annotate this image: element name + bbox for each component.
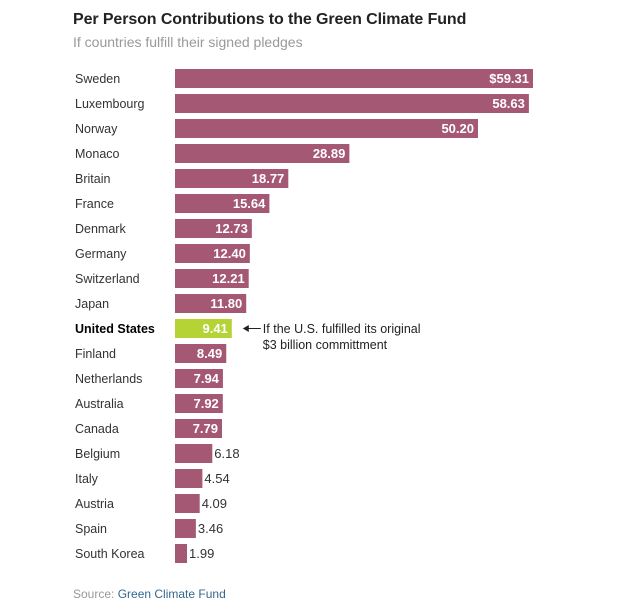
bar	[175, 269, 249, 288]
category-label: South Korea	[75, 547, 145, 561]
bar-row: Italy 4.54	[75, 469, 230, 488]
value-label: 7.94	[194, 371, 220, 386]
bar	[175, 519, 196, 538]
chart-title: Per Person Contributions to the Green Cl…	[73, 11, 467, 28]
source-note: Source: Green Climate Fund	[73, 587, 226, 601]
bar	[175, 494, 200, 513]
value-label: 4.54	[204, 471, 229, 486]
bar-row: Australia 7.92	[75, 394, 223, 413]
value-label: 11.80	[210, 296, 242, 311]
bar	[175, 94, 529, 113]
bar-row: France 15.64	[75, 194, 270, 213]
bar	[175, 219, 252, 238]
bar-row: Switzerland 12.21	[75, 269, 249, 288]
category-label: Australia	[75, 397, 124, 411]
bar-row: Japan 11.80	[75, 294, 247, 313]
category-label: Belgium	[75, 447, 120, 461]
value-label: 12.73	[215, 221, 248, 236]
bar-row: Denmark 12.73	[75, 219, 252, 238]
bar	[175, 419, 223, 438]
value-label: 18.77	[252, 171, 285, 186]
bar	[175, 169, 289, 188]
bar-row: Luxembourg 58.63	[75, 94, 529, 113]
category-label: Italy	[75, 472, 99, 486]
category-label: Monaco	[75, 147, 120, 161]
bar-row: Canada 7.79	[75, 419, 223, 438]
bar-row: Britain 18.77	[75, 169, 289, 188]
source-link[interactable]: Green Climate Fund	[117, 587, 226, 601]
category-label: Luxembourg	[75, 97, 145, 111]
value-label: 4.09	[202, 496, 227, 511]
value-label: 1.99	[189, 546, 214, 561]
value-label: 50.20	[441, 121, 474, 136]
value-label: 6.18	[214, 446, 239, 461]
bar	[175, 294, 247, 313]
category-label: Finland	[75, 347, 116, 361]
source-prefix: Source:	[73, 587, 115, 601]
category-label: Spain	[75, 522, 107, 536]
category-label: Austria	[75, 497, 114, 511]
value-label: 12.40	[213, 246, 246, 261]
annotation: If the U.S. fulfilled its original $3 bil…	[242, 322, 421, 352]
bar-row: Spain 3.46	[75, 519, 223, 538]
value-label: 58.63	[492, 96, 525, 111]
category-label: Germany	[75, 247, 127, 261]
value-label: 12.21	[212, 271, 245, 286]
bar	[175, 244, 250, 263]
bar-row: Austria 4.09	[75, 494, 227, 513]
bar	[175, 544, 188, 563]
annotation-text: If the U.S. fulfilled its original	[263, 322, 421, 336]
value-label: 7.79	[193, 421, 218, 436]
value-label: $59.31	[489, 71, 529, 86]
bar	[175, 69, 533, 88]
value-label: 7.92	[193, 396, 218, 411]
bar-row: Germany 12.40	[75, 244, 250, 263]
bar	[175, 344, 227, 363]
bar	[175, 369, 223, 388]
bar-row: South Korea 1.99	[75, 544, 214, 563]
arrow-left-icon	[242, 325, 249, 332]
bar-row: Belgium 6.18	[75, 444, 240, 463]
value-label: 8.49	[197, 346, 222, 361]
annotation-text: $3 billion committment	[263, 338, 388, 352]
category-label: France	[75, 197, 114, 211]
bar	[175, 119, 479, 138]
category-label: United States	[75, 322, 155, 336]
category-label: Denmark	[75, 222, 126, 236]
bar	[175, 394, 223, 413]
value-label: 3.46	[198, 521, 223, 536]
category-label: Japan	[75, 297, 109, 311]
bar-row: United States 9.41	[75, 319, 232, 338]
bar	[175, 194, 270, 213]
category-label: Britain	[75, 172, 110, 186]
bar	[175, 319, 232, 338]
category-label: Netherlands	[75, 372, 142, 386]
bar-row: Norway 50.20	[75, 119, 479, 138]
chart-subtitle: If countries fulfill their signed pledge…	[73, 34, 303, 50]
category-label: Canada	[75, 422, 119, 436]
value-label: 9.41	[202, 321, 227, 336]
bar-row: Monaco 28.89	[75, 144, 350, 163]
bar	[175, 144, 350, 163]
bar	[175, 444, 213, 463]
value-label: 28.89	[313, 146, 346, 161]
bar-chart: Sweden $59.31 Luxembourg 58.63 Norway 50.20 Mo…	[75, 69, 533, 563]
bar-row: Finland 8.49	[75, 344, 227, 363]
category-label: Switzerland	[75, 272, 140, 286]
value-label: 15.64	[233, 196, 266, 211]
bar	[175, 469, 203, 488]
category-label: Sweden	[75, 72, 120, 86]
bar-row: Sweden $59.31	[75, 69, 533, 88]
category-label: Norway	[75, 122, 118, 136]
bar-row: Netherlands 7.94	[75, 369, 223, 388]
